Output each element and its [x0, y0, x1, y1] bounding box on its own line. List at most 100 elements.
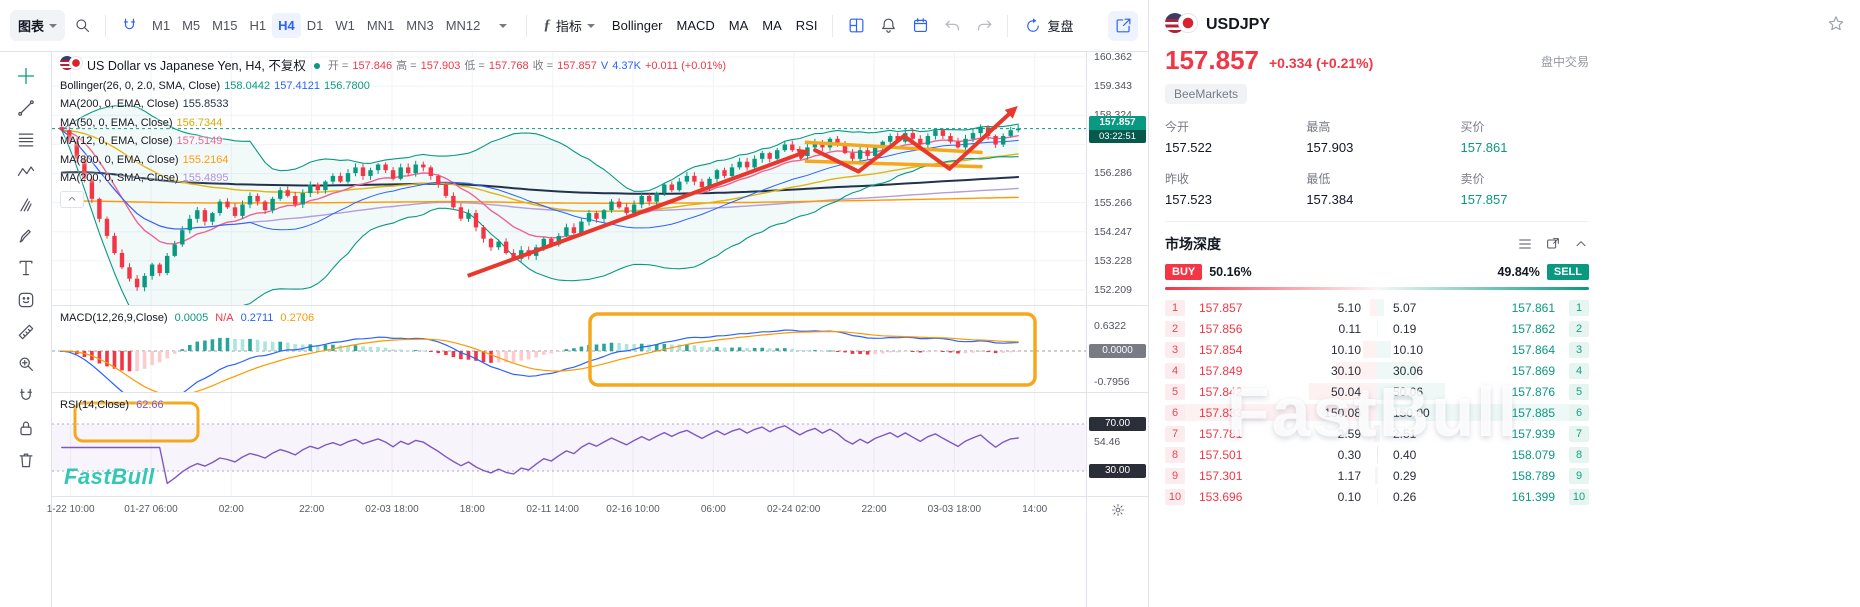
trend-line-tool-button[interactable] — [9, 92, 43, 123]
chevron-up-icon — [1576, 241, 1586, 247]
indicators-button[interactable]: ƒ 指标 — [535, 10, 603, 41]
ask-rank: 8 — [1569, 446, 1589, 463]
chart-title: US Dollar vs Japanese Yen, H4, 不复权 — [87, 59, 306, 73]
rsi-axis[interactable]: 70.00 30.00 54.46 — [1087, 392, 1148, 496]
quick-indicator-macd-1[interactable]: MACD — [670, 13, 722, 38]
time-axis-label: 22:00 — [861, 504, 887, 515]
depth-popout-button[interactable] — [1545, 236, 1561, 252]
remove-drawings-button[interactable] — [9, 444, 43, 475]
time-axis[interactable]: 1-22 10:00 01-27 06:00 02:00 22:00 02-03 18:… — [47, 496, 1086, 523]
timeframe-d1[interactable]: D1 — [301, 13, 330, 38]
lock-tool-button[interactable] — [9, 412, 43, 443]
macd-highlight-box — [588, 312, 1037, 387]
depth-row[interactable]: 6 157.833 150.08 150.00 157.885 6 — [1165, 402, 1589, 423]
timeframe-h1[interactable]: H1 — [243, 13, 272, 38]
indicator-legend-ma12[interactable]: MA(12, 0, EMA, Close) 157.5149 — [60, 135, 223, 147]
measure-tool-button[interactable] — [9, 316, 43, 347]
open-panel-button[interactable] — [1108, 10, 1138, 41]
timeframe-m15[interactable]: M15 — [206, 13, 243, 38]
broker-tag[interactable]: BeeMarkets — [1165, 84, 1248, 104]
magnet-icon — [123, 18, 135, 30]
price-pane-canvas[interactable] — [52, 52, 1086, 305]
price-axis-column: 160.362159.343158.324156.286155.266154.2… — [1086, 51, 1148, 607]
high-value: 157.903 — [420, 60, 461, 72]
price-axis-label: 160.362 — [1094, 51, 1132, 64]
fib-tool-button[interactable] — [9, 124, 43, 155]
macd-axis[interactable]: 0.6322 -0.7956 0.0000 — [1087, 305, 1148, 392]
depth-row[interactable]: 2 157.856 0.11 0.19 157.862 2 — [1165, 318, 1589, 339]
quick-indicator-ma-2[interactable]: MA — [722, 13, 756, 38]
crosshair-icon — [17, 67, 34, 84]
timeframe-mn3[interactable]: MN3 — [400, 13, 439, 38]
quick-indicator-ma-3[interactable]: MA — [755, 13, 789, 38]
indicator-legend-ma200ema[interactable]: MA(200, 0, EMA, Close) 155.8533 — [60, 98, 229, 110]
indicator-legend-ma800[interactable]: MA(800, 0, EMA, Close) 155.2164 — [60, 153, 229, 166]
top-toolbar: 图表 M1 M5 M15 H1 H4 D1 W1 MN1 MN3 MN12 ƒ 指标 Bollin… — [0, 0, 1148, 52]
rsi-legend[interactable]: RSI(14,Close) 62.66 — [60, 399, 164, 411]
symbol-title-row[interactable]: US Dollar vs Japanese Yen, H4, 不复权 开 = 15… — [60, 56, 726, 77]
brush-tool-button[interactable] — [9, 220, 43, 251]
depth-row[interactable]: 8 157.501 0.30 0.40 158.079 8 — [1165, 444, 1589, 465]
quick-indicator-bollinger-0[interactable]: Bollinger — [605, 13, 670, 38]
timeframe-mn1[interactable]: MN1 — [361, 13, 400, 38]
search-button[interactable] — [67, 11, 97, 41]
depth-list-view-button[interactable] — [1517, 236, 1533, 252]
last-price-value: 157.857 — [1089, 115, 1146, 130]
redo-button[interactable] — [969, 11, 999, 41]
chart-settings-button[interactable] — [1111, 503, 1125, 517]
timeframe-w1[interactable]: W1 — [329, 13, 361, 38]
macd-pane-canvas[interactable] — [52, 306, 1086, 392]
timeframe-mn12[interactable]: MN12 — [440, 13, 487, 38]
time-axis-label: 02-24 02:00 — [766, 504, 821, 515]
depth-row[interactable]: 3 157.854 10.10 10.10 157.864 3 — [1165, 339, 1589, 360]
fastbull-logo: FastBull — [64, 464, 155, 489]
zoom-tool-button[interactable] — [9, 348, 43, 379]
depth-row[interactable]: 4 157.849 30.10 30.06 157.869 4 — [1165, 360, 1589, 381]
chart-menu-button[interactable]: 图表 — [10, 10, 66, 41]
macd-legend[interactable]: MACD(12,26,9,Close) 0.0005 N/A 0.2711 0.… — [60, 312, 315, 324]
replay-button[interactable]: 复盘 — [1016, 10, 1081, 41]
price-axis-label: 154.247 — [1094, 225, 1132, 238]
ask-price: 157.862 — [1511, 321, 1555, 336]
quick-indicators: Bollinger MACD MA MA RSI — [605, 13, 825, 38]
depth-collapse-button[interactable] — [1573, 236, 1589, 252]
popout-icon — [1547, 238, 1559, 249]
crosshair-tool-button[interactable] — [9, 60, 43, 91]
favorite-star-button[interactable] — [1826, 14, 1846, 37]
pitchfork-tool-button[interactable] — [9, 188, 43, 219]
timeframe-more-button[interactable] — [488, 11, 518, 41]
depth-row[interactable]: 9 157.301 1.17 0.29 158.789 9 — [1165, 465, 1589, 486]
timeframe-h4[interactable]: H4 — [272, 13, 301, 38]
time-axis-label: 18:00 — [459, 504, 485, 515]
symbol-name: USDJPY — [1206, 16, 1271, 33]
magnet-button[interactable] — [114, 11, 144, 41]
depth-row[interactable]: 10 153.696 0.10 0.26 161.399 10 — [1165, 486, 1589, 507]
economic-calendar-button[interactable] — [905, 11, 935, 41]
undo-button[interactable] — [937, 11, 967, 41]
alert-button[interactable] — [873, 11, 903, 41]
sticker-tool-button[interactable] — [9, 284, 43, 315]
depth-row[interactable]: 1 157.857 5.10 5.07 157.861 1 — [1165, 297, 1589, 318]
quick-indicator-rsi-4[interactable]: RSI — [789, 13, 825, 38]
ask-rank: 9 — [1569, 467, 1589, 484]
layout-button[interactable] — [841, 11, 871, 41]
ask-price: 157.876 — [1511, 384, 1555, 399]
rsi-pane-canvas[interactable] — [52, 393, 1086, 496]
depth-row[interactable]: 5 157.842 50.04 50.06 157.876 5 — [1165, 381, 1589, 402]
ask-volume: 50.06 — [1393, 384, 1424, 399]
indicator-legend-ma200sma[interactable]: MA(200, 0, SMA, Close) 155.4895 — [60, 172, 229, 184]
buy-badge: BUY — [1165, 264, 1203, 280]
indicator-legend-bollinger[interactable]: Bollinger(26, 0, 2.0, SMA, Close) 158.04… — [60, 79, 370, 92]
wave-pattern-tool-button[interactable] — [9, 156, 43, 187]
legend-collapse-button[interactable] — [60, 190, 84, 208]
depth-row[interactable]: 7 157.781 2.59 2.51 157.939 7 — [1165, 423, 1589, 444]
text-tool-button[interactable] — [9, 252, 43, 283]
timeframe-m5[interactable]: M5 — [176, 13, 206, 38]
price-axis[interactable]: 160.362159.343158.324156.286155.266154.2… — [1087, 51, 1148, 305]
stat-low: 最低 157.384 — [1306, 172, 1354, 207]
indicator-legend-ma50[interactable]: MA(50, 0, EMA, Close) 156.7344 — [60, 116, 223, 129]
magnet-tool-button[interactable] — [9, 380, 43, 411]
stat-ask: 卖价 157.857 — [1460, 172, 1508, 207]
currency-pair-flags-icon — [1165, 12, 1198, 38]
timeframe-m1[interactable]: M1 — [146, 13, 176, 38]
